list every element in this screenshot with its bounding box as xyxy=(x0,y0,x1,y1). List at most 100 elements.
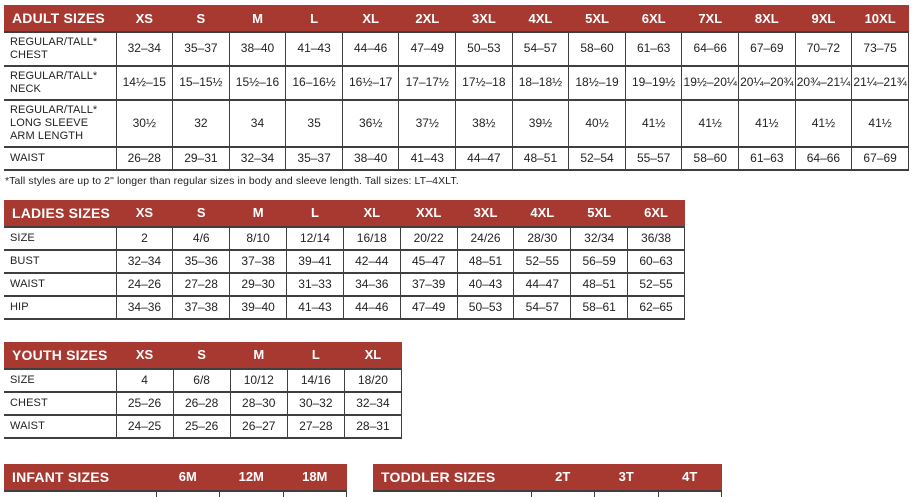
cell-value: 58–60 xyxy=(681,145,740,171)
column-header: M xyxy=(229,199,287,227)
column-header: 3T xyxy=(594,463,658,491)
table-row: REGULAR/TALL* NECK 14½–15 15–15½ 15½–16 16–1… xyxy=(4,64,909,101)
column-header: M xyxy=(229,5,286,32)
cell-value: 44–47 xyxy=(513,271,572,297)
table-row: BUST 32–34 35–36 37–38 39–41 42–44 45–47 48–51 5… xyxy=(4,248,685,274)
cell-value: 64–66 xyxy=(794,145,853,171)
column-header: 3XL xyxy=(457,199,514,227)
cell-value: 30½ xyxy=(115,98,174,148)
youth-sizes-table: YOUTH SIZES XS S M L XL SIZE 4 6/8 10/12 14/16 18/2… xyxy=(4,341,403,439)
row-label: REGULAR/TALL* NECK xyxy=(4,64,117,101)
row-label: SIZE xyxy=(4,367,117,393)
header-row: INFANT SIZES 6M 12M 18M xyxy=(4,463,347,491)
column-header: 4XL xyxy=(512,5,569,32)
cell-value: 38–40 xyxy=(228,31,287,67)
cell-value: 30–32 xyxy=(286,390,345,416)
cell-value: 4/6 xyxy=(172,225,231,251)
cell-value: 29–33 xyxy=(530,489,595,497)
cell-value: 67–69 xyxy=(851,145,909,171)
header-row: ADULT SIZES XS S M L XL 2XL 3XL 4XL 5XL 6XL 7XL 8XL 9… xyxy=(4,5,909,32)
cell-value: 48–51 xyxy=(511,145,570,171)
column-header: 8XL xyxy=(738,5,796,32)
cell-value: 19½–20¼ xyxy=(681,64,740,101)
cell-value: 62–65 xyxy=(627,294,685,320)
cell-value: 36½ xyxy=(341,98,400,148)
table-row: SIZE 2 4/6 8/10 12/14 16/18 20/22 24/26 28/30 32/… xyxy=(4,225,685,251)
cell-value: 44–46 xyxy=(341,31,400,67)
column-header: 2T xyxy=(531,463,595,491)
column-header: XS xyxy=(116,5,173,32)
cell-value: 25–26 xyxy=(115,390,174,416)
cell-value: 32–34 xyxy=(115,248,174,274)
table-title: INFANT SIZES xyxy=(4,463,156,491)
cell-value: 50–53 xyxy=(456,294,515,320)
cell-value: 15½–16 xyxy=(228,64,287,101)
cell-value: 34–36 xyxy=(115,294,174,320)
cell-value: 17–22 xyxy=(219,489,284,497)
column-header: 4XL xyxy=(513,199,571,227)
cell-value: 12/14 xyxy=(286,225,344,251)
cell-value: 16½–17 xyxy=(341,64,400,101)
cell-value: 17½–18 xyxy=(455,64,513,101)
row-label: REGULAR/TALL* LONG SLEEVE ARM LENGTH xyxy=(4,98,117,148)
cell-value: 18/20 xyxy=(343,367,403,393)
cell-value: 47–49 xyxy=(399,294,458,320)
table-row: WAIST 24–25 25–26 26–27 27–28 28–31 xyxy=(4,413,403,439)
cell-value: 52–55 xyxy=(513,248,572,274)
column-header: XS xyxy=(116,199,173,227)
cell-value: 20¼–20¾ xyxy=(738,64,796,101)
cell-value: 54–57 xyxy=(511,31,570,67)
cell-value: 36–40 xyxy=(657,489,722,497)
column-header: S xyxy=(172,199,230,227)
cell-value: 28/30 xyxy=(513,225,572,251)
column-header: XXL xyxy=(400,199,458,227)
cell-value: 26–28 xyxy=(172,390,231,416)
column-header: L xyxy=(285,5,343,32)
cell-value: 61–63 xyxy=(738,145,796,171)
cell-value: 18½–19 xyxy=(568,64,626,101)
cell-value: 73–75 xyxy=(851,31,909,67)
cell-value: 54–57 xyxy=(513,294,572,320)
cell-value: 8/10 xyxy=(229,225,288,251)
cell-value: 56–59 xyxy=(570,248,629,274)
tall-sizes-footnote: *Tall styles are up to 2" longer than re… xyxy=(5,174,459,187)
cell-value: 40–43 xyxy=(456,271,515,297)
cell-value: 32–34 xyxy=(115,31,174,67)
cell-value: 37–38 xyxy=(229,248,288,274)
cell-value: 22–27 xyxy=(282,489,347,497)
cell-value: 29–31 xyxy=(172,145,230,171)
column-header: S xyxy=(173,341,231,369)
cell-value: 37–38 xyxy=(172,294,231,320)
column-header: 3XL xyxy=(455,5,513,32)
cell-value: 33–36 xyxy=(594,489,659,497)
table-row: CHEST 25–26 26–28 28–30 30–32 32–34 xyxy=(4,390,403,416)
cell-value: 32/34 xyxy=(570,225,629,251)
cell-value: 40½ xyxy=(568,98,626,148)
cell-value: 41–43 xyxy=(285,31,343,67)
cell-value: 38–40 xyxy=(341,145,400,171)
cell-value: 61–63 xyxy=(624,31,683,67)
table-row: WAIST 24–26 27–28 29–30 31–33 34–36 37–39 40–43… xyxy=(4,271,685,297)
column-header: 4T xyxy=(658,463,722,491)
cell-value: 41½ xyxy=(738,98,796,148)
ladies-sizes-table: LADIES SIZES XS S M L XL XXL 3XL 4XL 5XL 6XL SIZE 2 4… xyxy=(4,199,685,320)
cell-value: 27–28 xyxy=(286,413,345,439)
cell-value: 50–53 xyxy=(455,31,513,67)
column-header: S xyxy=(172,5,230,32)
row-label: WAIST xyxy=(4,145,117,171)
cell-value: 41½ xyxy=(681,98,740,148)
row-label: REGULAR/TALL* CHEST xyxy=(4,31,117,67)
cell-value: 24/26 xyxy=(456,225,515,251)
cell-value: 34 xyxy=(228,98,287,148)
cell-value: 48–51 xyxy=(456,248,515,274)
row-label: WAIST xyxy=(4,271,117,297)
cell-value: 19–19½ xyxy=(624,64,683,101)
cell-value: 2 xyxy=(115,225,174,251)
row-label: SIZE xyxy=(4,225,117,251)
table-row: REGULAR/TALL* CHEST 32–34 35–37 38–40 41–43 4… xyxy=(4,31,909,67)
cell-value: 37–39 xyxy=(399,271,458,297)
cell-value: 17–17½ xyxy=(398,64,457,101)
cell-value: 26–28 xyxy=(115,145,174,171)
cell-value: 35 xyxy=(285,98,343,148)
